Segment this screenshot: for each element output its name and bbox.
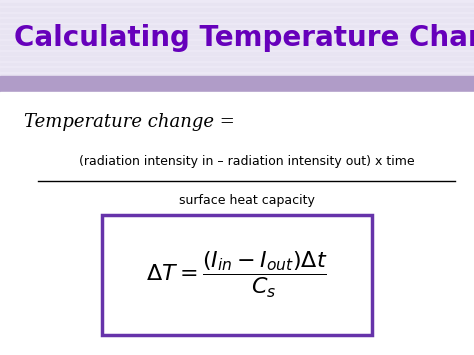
Bar [0,52,474,55]
Bar [0,0,474,76]
Bar [0,30,474,33]
Bar [0,92,474,355]
Bar [0,8,474,11]
Bar [0,57,474,60]
Bar [0,36,474,38]
Text: Calculating Temperature Change:: Calculating Temperature Change: [14,24,474,52]
Bar [0,41,474,44]
Bar [0,13,474,16]
Text: Temperature change =: Temperature change = [24,114,235,131]
Text: surface heat capacity: surface heat capacity [179,194,314,207]
Bar [0,63,474,65]
Bar [0,24,474,27]
Text: $\Delta T = \dfrac{(I_{in} - I_{out})\Delta t}{C_s}$: $\Delta T = \dfrac{(I_{in} - I_{out})\De… [146,250,328,300]
Bar [0,76,474,92]
Bar [0,47,474,49]
Text: (radiation intensity in – radiation intensity out) x time: (radiation intensity in – radiation inte… [79,155,414,168]
Bar [0,73,474,76]
FancyBboxPatch shape [102,215,372,335]
Bar [0,19,474,22]
Bar [0,3,474,5]
Bar [0,68,474,71]
